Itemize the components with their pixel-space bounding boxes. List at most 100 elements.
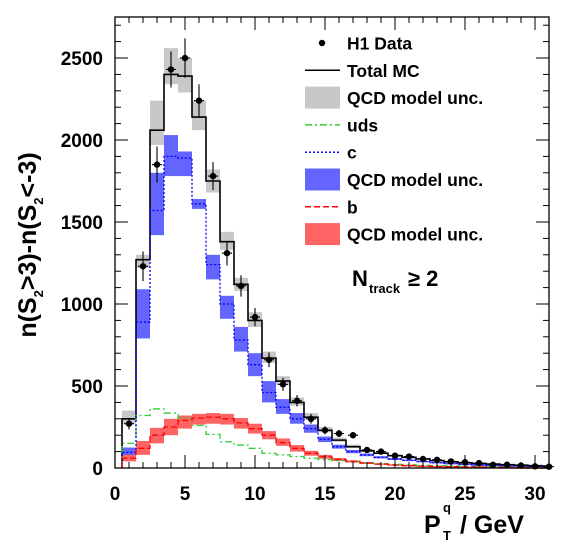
ntrack-annotation: N track ≥ 2 [352, 266, 438, 296]
y-tick-label: 2000 [61, 131, 103, 152]
y-title-part2: >3)-n(S [14, 205, 42, 290]
data-point [279, 381, 287, 388]
legend-entry: uds [305, 115, 378, 135]
data-point [433, 456, 441, 463]
y-axis-title: n(S2>3)-n(S2<-3) [14, 152, 46, 337]
c-unc-band-bin [332, 444, 346, 449]
y-tick-label: 500 [71, 377, 103, 398]
data-point [223, 249, 231, 257]
c-unc-band-bin [122, 447, 136, 458]
c-unc-band-bin [234, 326, 248, 352]
x-title-sup: q [443, 500, 451, 515]
legend-box [305, 168, 340, 191]
data-point [349, 432, 357, 439]
b-unc-band-bin [248, 423, 262, 434]
y-tick-label: 2500 [61, 49, 103, 70]
legend-label: c [347, 143, 357, 163]
legend-entry: b [305, 197, 358, 217]
x-axis-title: P q T / GeV [424, 500, 524, 543]
data-point [335, 430, 343, 437]
legend-label: Total MC [347, 61, 420, 81]
y-tick-label: 1500 [61, 213, 103, 234]
data-point [265, 356, 273, 363]
data-point [293, 397, 301, 404]
x-tick-label: 20 [384, 484, 405, 505]
legend-label: b [347, 197, 358, 217]
x-title-main: P [424, 511, 441, 539]
legend-label: QCD model unc. [347, 88, 483, 108]
y-title-part3: <-3) [14, 152, 42, 197]
ntrack-main: N [352, 266, 368, 291]
b-unc-band-bin [122, 454, 136, 462]
legend-box [305, 223, 340, 246]
x-title-unit: / GeV [460, 511, 524, 539]
c-unc-band-bin [402, 459, 416, 462]
data-point [139, 263, 147, 270]
c-unc-band-bin [360, 453, 374, 457]
legend-label: uds [347, 115, 378, 135]
total-mc-histogram [121, 73, 550, 468]
x-tick-label: 25 [454, 484, 476, 505]
b-unc-band-bin [206, 413, 220, 424]
b-histogram [121, 416, 550, 469]
c-unc-band-bin [164, 135, 178, 177]
data-point [321, 427, 329, 434]
axes: 0 5 10 15 20 25 30 0 500 1000 1500 2000 2500 [61, 17, 550, 505]
b-unc-band-bin [262, 431, 276, 440]
data-point [125, 420, 133, 427]
data-point [405, 453, 413, 460]
y-tick-label: 1000 [61, 295, 103, 316]
y-tick-label: 0 [92, 459, 103, 480]
legend-box [305, 86, 340, 109]
c-unc-band-bin [150, 172, 164, 236]
data-point [363, 446, 371, 454]
data-point [251, 313, 259, 321]
y-title-sub1: 2 [31, 290, 46, 297]
x-tick-label: 10 [244, 484, 265, 505]
legend-label: H1 Data [347, 34, 412, 54]
y-title-part1: n(S [14, 297, 42, 337]
c-unc-band-bin [276, 399, 290, 414]
uncertainty-bands [122, 48, 549, 470]
b-unc-band-bin [178, 415, 192, 429]
c-unc-band-bin [206, 254, 220, 280]
x-title-sub: T [443, 528, 451, 543]
legend-entry: QCD model unc. [305, 223, 483, 246]
c-unc-band-bin [374, 456, 388, 459]
c-histogram [121, 155, 550, 468]
x-tick-label: 5 [180, 484, 191, 505]
legend: H1 Data Total MC QCD model unc. uds c QCD mod… [305, 34, 483, 246]
x-tick-label: 15 [314, 484, 336, 505]
c-unc-band-bin [220, 295, 234, 319]
data-point [209, 172, 217, 180]
data-point [377, 448, 385, 455]
legend-entry: H1 Data [318, 34, 412, 54]
ntrack-rest: ≥ 2 [408, 266, 438, 291]
legend-label: QCD model unc. [347, 225, 483, 245]
y-title-sub2: 2 [31, 197, 46, 204]
total-mc-unc-band-bin [150, 100, 164, 145]
data-point [167, 66, 175, 73]
x-tick-label: 30 [524, 484, 545, 505]
legend-entry: Total MC [305, 61, 420, 81]
data-point [181, 54, 189, 62]
total-mc-unc-band-bin [122, 410, 136, 424]
x-tick-label: 0 [110, 484, 121, 505]
ntrack-sub: track [369, 281, 401, 296]
legend-entry: QCD model unc. [305, 168, 483, 191]
data-point [419, 455, 427, 463]
b-unc-band-bin [192, 413, 206, 425]
data-point [237, 282, 245, 290]
c-unc-band-bin [262, 381, 276, 403]
data-point [447, 458, 455, 465]
mc-histograms [121, 73, 550, 469]
data-point [307, 415, 315, 422]
c-unc-band-bin [136, 289, 150, 339]
data-point [153, 161, 161, 168]
data-point [195, 97, 203, 104]
legend-label: QCD model unc. [347, 170, 483, 190]
legend-marker [318, 39, 326, 47]
c-unc-band-bin [178, 151, 192, 177]
legend-entry: c [305, 143, 357, 163]
